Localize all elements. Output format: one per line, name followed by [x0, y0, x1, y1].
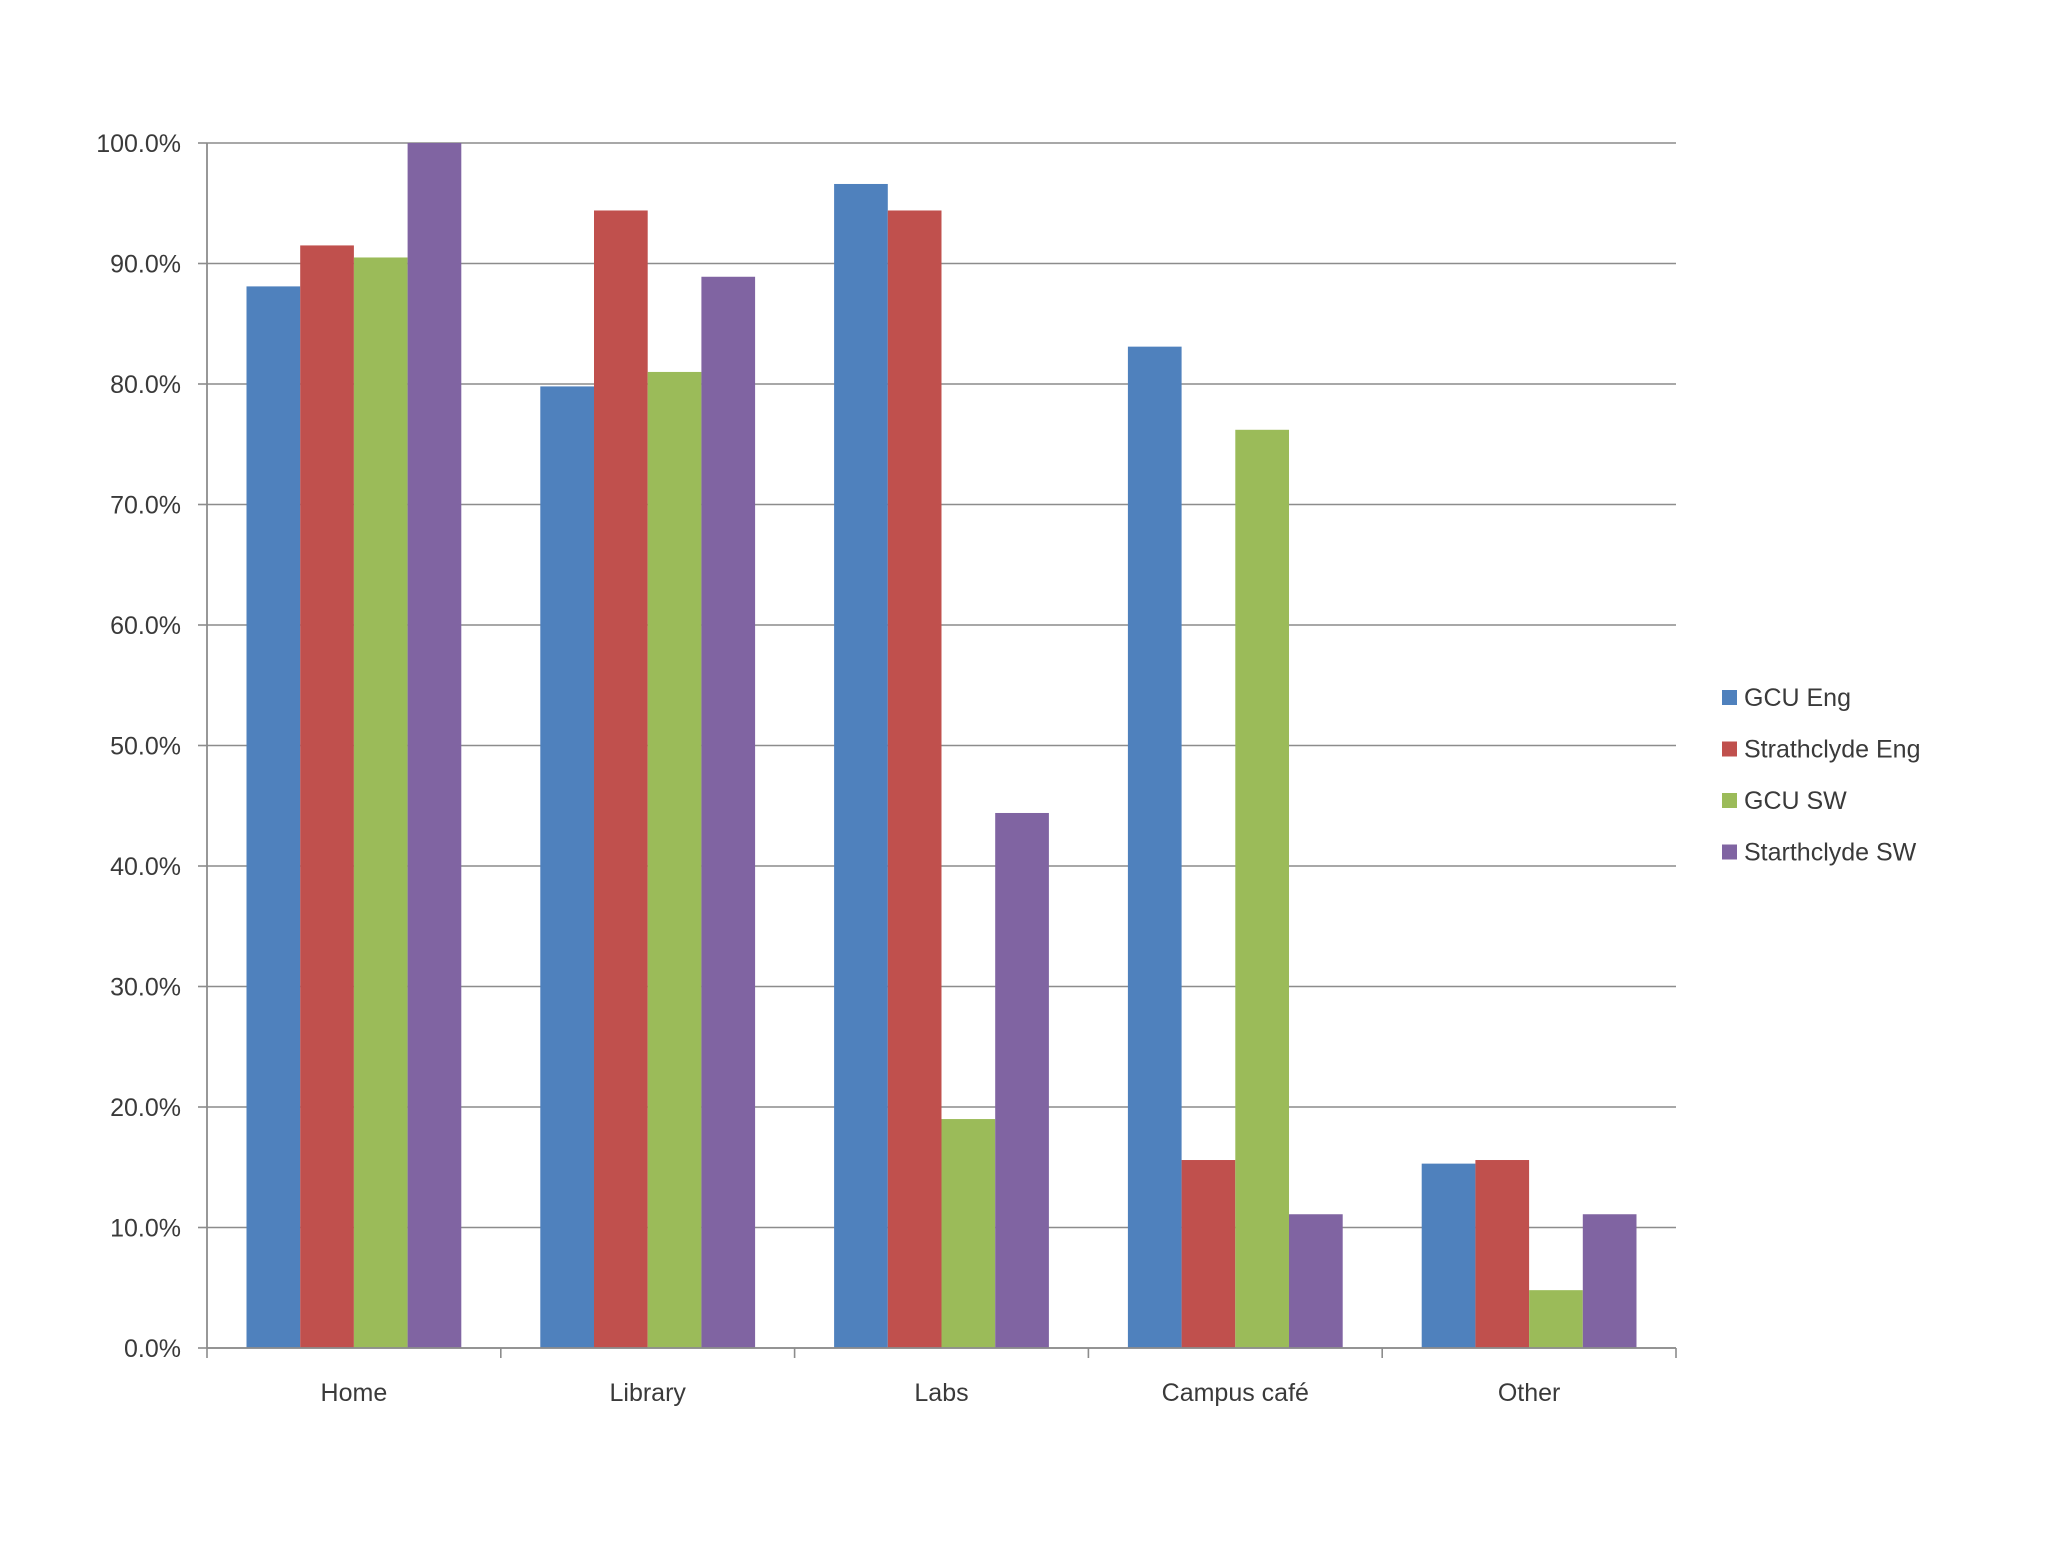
x-axis-category-label: Home [321, 1379, 388, 1407]
legend-label: GCU Eng [1744, 684, 1851, 712]
legend-swatch [1722, 844, 1737, 860]
bar-gcu-eng-1 [540, 386, 594, 1348]
bar-gcu-eng-3 [1127, 346, 1182, 1348]
axes [198, 142, 1677, 1358]
bar-gcu-eng-2 [834, 183, 888, 1349]
bar-starthclyde-sw-3 [1289, 1214, 1343, 1348]
bar-gcu-sw-3 [1235, 429, 1289, 1348]
legend-label: Starthclyde SW [1744, 839, 1917, 867]
bar-gcu-sw-1 [647, 371, 702, 1348]
x-axis-category-label: Other [1498, 1379, 1561, 1407]
legend-label: GCU SW [1744, 787, 1847, 815]
x-axis-category-label: Library [609, 1379, 686, 1407]
bar-starthclyde-sw-0 [407, 143, 462, 1348]
y-axis-tick-label: 40.0% [110, 853, 181, 881]
legend-swatch [1722, 690, 1737, 705]
y-axis-tick-label: 60.0% [110, 612, 181, 640]
bar-gcu-sw-4 [1529, 1290, 1583, 1348]
legend-swatch [1722, 741, 1737, 757]
bar-strathclyde-eng-0 [300, 245, 354, 1348]
y-axis-tick-label: 30.0% [110, 974, 181, 1002]
bar-gcu-sw-2 [941, 1119, 996, 1348]
bar-gcu-eng-4 [1421, 1163, 1476, 1348]
bar-gcu-eng-0 [246, 286, 301, 1348]
bar-starthclyde-sw-4 [1582, 1214, 1637, 1348]
legend-swatch [1722, 793, 1737, 808]
y-axis-tick-label: 20.0% [110, 1094, 181, 1122]
bar-strathclyde-eng-1 [594, 210, 648, 1349]
y-axis-tick-label: 70.0% [110, 492, 181, 520]
y-axis-tick-label: 50.0% [110, 733, 181, 761]
bar-strathclyde-eng-3 [1181, 1160, 1236, 1348]
x-axis-category-label: Labs [914, 1379, 968, 1407]
y-axis-tick-label: 10.0% [110, 1215, 181, 1243]
y-axis-tick-label: 0.0% [124, 1335, 181, 1363]
legend-label: Strathclyde Eng [1744, 736, 1921, 764]
x-axis-category-labels: Home Library Labs Campus café Other [321, 1379, 1561, 1407]
bar-strathclyde-eng-2 [887, 210, 942, 1349]
y-axis-tick-label: 80.0% [110, 371, 181, 399]
bar-starthclyde-sw-2 [995, 812, 1049, 1348]
y-axis-tick-label: 90.0% [110, 251, 181, 279]
y-axis-tick-label: 100.0% [96, 130, 181, 158]
bars [246, 143, 1637, 1349]
x-axis-category-label: Campus café [1162, 1379, 1309, 1407]
y-axis-tick-labels: 0.0% 10.0% 20.0% 30.0% 40.0% 50.0% 60.0% 70.0% 8… [96, 130, 181, 1363]
legend: GCU Eng Strathclyde Eng GCU SW Starthclyde … [1722, 684, 1921, 867]
bar-strathclyde-eng-4 [1475, 1160, 1530, 1348]
bar-starthclyde-sw-1 [701, 276, 756, 1348]
bar-gcu-sw-0 [353, 257, 408, 1349]
